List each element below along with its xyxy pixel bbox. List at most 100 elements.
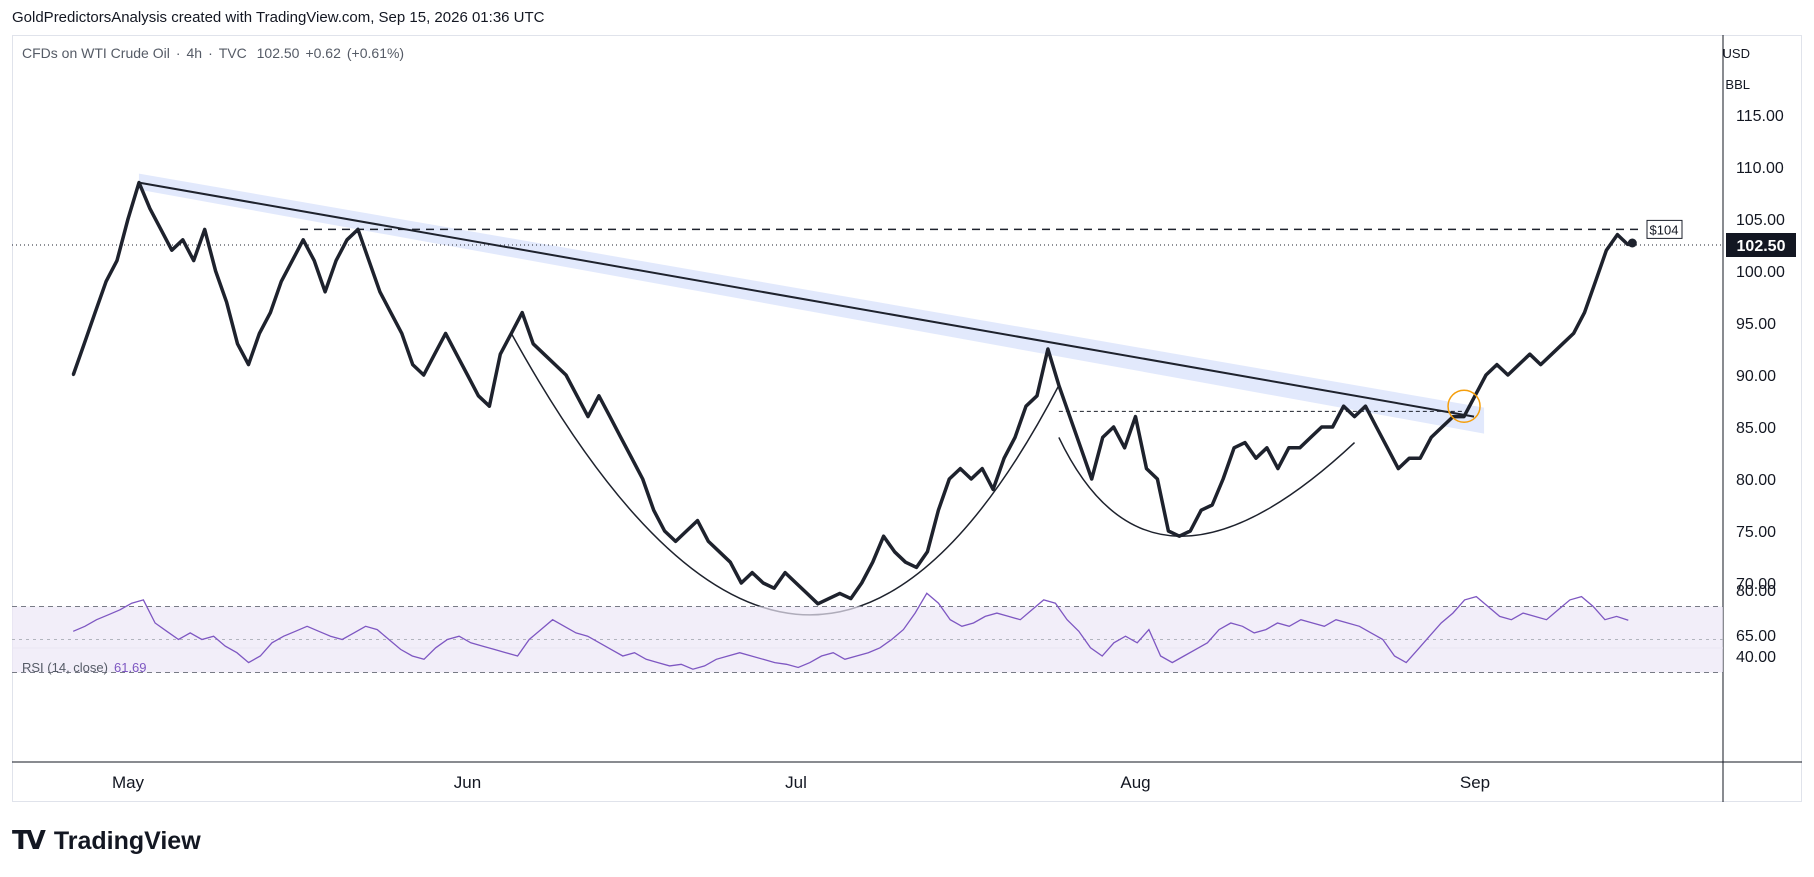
price-point bbox=[1550, 353, 1553, 356]
price-point bbox=[499, 353, 502, 356]
price-point bbox=[170, 249, 174, 252]
price-point bbox=[1320, 425, 1323, 429]
symbol-legend[interactable]: CFDs on WTI Crude Oil · 4h · TVC 102.50 +0.62… bbox=[22, 45, 410, 61]
trendline[interactable] bbox=[138, 181, 1475, 418]
price-point bbox=[948, 477, 951, 481]
price-point bbox=[323, 290, 327, 293]
price-point bbox=[378, 290, 382, 293]
price-point bbox=[915, 566, 918, 569]
price-point bbox=[838, 592, 842, 595]
price-point bbox=[115, 259, 119, 262]
price-point bbox=[597, 394, 601, 397]
price-point bbox=[422, 373, 425, 377]
price-point bbox=[816, 602, 820, 605]
breakout-circle[interactable] bbox=[1447, 389, 1481, 423]
price-point bbox=[980, 467, 984, 470]
cup-right-arc[interactable] bbox=[1058, 437, 1356, 537]
price-point bbox=[991, 488, 995, 491]
chart-frame[interactable] bbox=[12, 35, 1802, 802]
price-point bbox=[1440, 425, 1444, 429]
price-point bbox=[1539, 363, 1542, 366]
price-tick-label: 115.00 bbox=[1736, 108, 1784, 125]
price-tick-label: 80.00 bbox=[1736, 472, 1776, 489]
price-point bbox=[1298, 446, 1301, 449]
price-point bbox=[192, 259, 195, 262]
price-point bbox=[334, 259, 338, 262]
symbol-interval: 4h bbox=[186, 45, 203, 61]
price-point bbox=[893, 550, 896, 553]
price-point bbox=[1178, 535, 1181, 538]
price-point bbox=[455, 353, 458, 356]
price-point bbox=[1035, 394, 1039, 397]
price-tick-label: 75.00 bbox=[1736, 524, 1776, 541]
price-point bbox=[1068, 415, 1072, 418]
price-point bbox=[772, 587, 776, 590]
price-point bbox=[740, 581, 743, 585]
time-tick-label: Sep bbox=[1460, 773, 1490, 792]
price-point bbox=[805, 592, 809, 595]
time-tick-label: Jun bbox=[454, 773, 481, 792]
price-point bbox=[1495, 363, 1499, 366]
price-point bbox=[1189, 529, 1192, 533]
price-point bbox=[82, 342, 86, 345]
price-point bbox=[1101, 436, 1104, 439]
resistance-label-box bbox=[1646, 219, 1683, 239]
price-point bbox=[159, 228, 163, 231]
rsi-title: RSI (14, close) bbox=[22, 660, 108, 675]
price-point bbox=[510, 332, 513, 335]
price-point bbox=[247, 363, 250, 366]
time-tick-label: Aug bbox=[1120, 773, 1150, 792]
price-point bbox=[1462, 415, 1466, 418]
rsi-tick-label: 40.00 bbox=[1736, 649, 1776, 666]
rsi-value: 61.69 bbox=[113, 660, 147, 675]
price-point bbox=[1287, 446, 1291, 449]
price-point bbox=[356, 228, 360, 231]
price-point bbox=[1090, 477, 1093, 481]
trendline-band bbox=[138, 173, 1485, 434]
time-tick-label: May bbox=[112, 773, 145, 792]
price-point bbox=[181, 238, 184, 241]
price-point bbox=[1221, 477, 1225, 481]
symbol-source: TVC bbox=[218, 45, 247, 61]
time-tick-label: Jul bbox=[785, 773, 807, 792]
price-point bbox=[1024, 405, 1028, 408]
price-point bbox=[466, 373, 469, 377]
unit-label[interactable]: BBL bbox=[1725, 77, 1750, 92]
tradingview-logo-text: TradingView bbox=[53, 826, 201, 855]
price-point bbox=[225, 301, 228, 304]
tradingview-logo[interactable]: TV TradingView bbox=[12, 826, 201, 856]
rsi-series-line[interactable] bbox=[72, 592, 1629, 670]
symbol-separator: · bbox=[208, 45, 213, 61]
price-point bbox=[630, 457, 633, 460]
symbol-change-pct: (+0.61%) bbox=[346, 45, 405, 61]
price-point bbox=[137, 181, 141, 184]
price-point bbox=[783, 571, 787, 574]
price-point bbox=[1057, 384, 1061, 387]
price-point bbox=[542, 353, 546, 356]
price-point bbox=[1243, 441, 1247, 444]
price-point bbox=[367, 259, 371, 262]
price-point bbox=[1145, 467, 1148, 470]
price-tick-label: 95.00 bbox=[1736, 316, 1776, 333]
price-point bbox=[104, 280, 108, 283]
price-tick-label: 65.00 bbox=[1736, 628, 1776, 645]
price-point bbox=[937, 509, 940, 512]
price-point bbox=[126, 217, 130, 221]
price-point bbox=[1375, 425, 1378, 429]
price-point bbox=[926, 550, 929, 553]
price-point bbox=[1276, 467, 1280, 470]
last-price-marker bbox=[1627, 238, 1637, 248]
price-point bbox=[1112, 425, 1115, 429]
price-tick-label: 100.00 bbox=[1736, 264, 1785, 281]
price-point bbox=[1200, 509, 1203, 512]
rsi-legend[interactable]: RSI (14, close) 61.69 bbox=[22, 660, 147, 675]
price-point bbox=[258, 332, 261, 335]
price-point bbox=[531, 342, 535, 345]
price-point bbox=[1123, 446, 1126, 449]
price-point bbox=[663, 529, 666, 533]
price-point bbox=[827, 597, 831, 600]
currency-label[interactable]: USD bbox=[1722, 46, 1750, 61]
header-credit: GoldPredictorsAnalysis created with Trad… bbox=[12, 9, 545, 26]
price-point bbox=[1364, 405, 1367, 408]
